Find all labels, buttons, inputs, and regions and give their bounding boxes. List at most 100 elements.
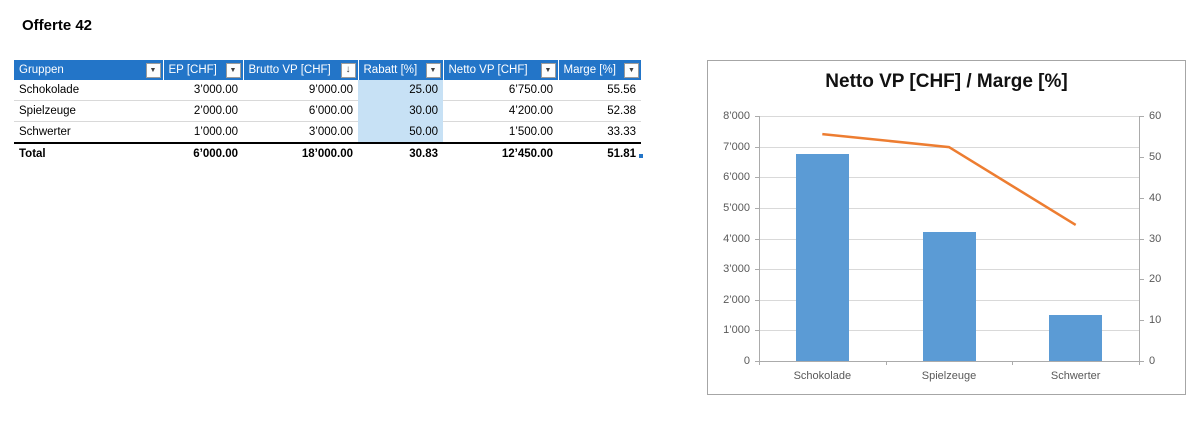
- column-header-label: Gruppen: [19, 64, 64, 76]
- right-axis-tick-label: 10: [1149, 314, 1162, 327]
- left-axis-tick-label: 1’000: [723, 324, 750, 337]
- table-row-schwerter: Schwerter 1’000.00 3’000.00 50.00 1’500.…: [14, 121, 641, 144]
- right-axis-tick: [1140, 156, 1144, 158]
- bar-spielzeuge: [922, 232, 976, 361]
- column-header-brutto-vp: Brutto VP [CHF] ↓: [243, 60, 359, 80]
- right-axis-line: [1139, 116, 1140, 361]
- filter-dropdown-icon: ▼: [229, 66, 237, 74]
- left-axis-tick-label: 5’000: [723, 201, 750, 214]
- filter-dropdown-icon: ▼: [429, 66, 437, 74]
- column-header-ep: EP [CHF] ▼: [163, 60, 244, 80]
- filter-dropdown-button[interactable]: ▼: [624, 62, 639, 78]
- filter-dropdown-icon: ▼: [544, 66, 552, 74]
- column-header-label: Marge [%]: [563, 64, 616, 76]
- left-axis-tick-label: 2’000: [723, 293, 750, 306]
- cell-gruppe[interactable]: Schwerter: [14, 121, 163, 144]
- cell-ep[interactable]: 1’000.00: [163, 121, 243, 144]
- right-axis-tick: [1140, 279, 1144, 281]
- left-axis-tick-label: 4’000: [723, 232, 750, 245]
- left-axis-tick: [755, 177, 759, 179]
- left-axis-tick: [755, 116, 759, 117]
- left-axis-tick: [755, 207, 759, 209]
- right-axis-tick-label: 50: [1149, 150, 1162, 163]
- table-total-row: Total 6’000.00 18’000.00 30.83 12’450.00…: [14, 142, 641, 164]
- right-axis-tick: [1140, 320, 1144, 322]
- cell-rabatt[interactable]: 30.00: [358, 100, 443, 122]
- table-row-spielzeuge: Spielzeuge 2’000.00 6’000.00 30.00 4’200…: [14, 100, 641, 122]
- right-axis-tick-label: 0: [1149, 355, 1156, 367]
- left-axis-tick: [755, 238, 759, 240]
- right-axis-tick-label: 60: [1149, 110, 1162, 122]
- left-axis-tick: [755, 269, 759, 271]
- column-header-label: EP [CHF]: [168, 64, 217, 76]
- page-title: Offerte 42: [22, 17, 93, 34]
- selection-fill-handle[interactable]: [639, 154, 643, 158]
- cell-marge[interactable]: 55.56: [558, 80, 641, 101]
- right-axis-tick-label: 30: [1149, 232, 1162, 245]
- filter-dropdown-button[interactable]: ▼: [145, 62, 161, 78]
- total-netto-vp[interactable]: 12’450.00: [443, 142, 558, 164]
- table-row-schokolade: Schokolade 3’000.00 9’000.00 25.00 6’750…: [14, 80, 641, 101]
- chart-gridline: [759, 146, 1139, 148]
- chart[interactable]: Netto VP [CHF] / Marge [%] 0 1’000 2’000 3’…: [707, 60, 1186, 395]
- left-axis-tick-label: 8’000: [723, 110, 750, 122]
- cell-ep[interactable]: 3’000.00: [163, 80, 243, 101]
- right-axis-tick-label: 20: [1149, 273, 1162, 286]
- x-axis-tick: [1012, 361, 1014, 365]
- left-axis-tick: [755, 299, 759, 301]
- left-axis-tick: [755, 330, 759, 332]
- chart-title: Netto VP [CHF] / Marge [%]: [825, 71, 1068, 92]
- x-axis-category-label: Schokolade: [793, 370, 852, 382]
- cell-netto-vp[interactable]: 6’750.00: [443, 80, 558, 101]
- left-axis-tick-label: 6’000: [723, 171, 750, 184]
- filter-dropdown-icon: ▼: [149, 66, 157, 74]
- cell-brutto-vp[interactable]: 3’000.00: [243, 121, 358, 144]
- left-axis-tick: [755, 146, 759, 148]
- left-axis-tick-label: 0: [743, 355, 750, 367]
- x-axis-category-label: Schwerter: [1050, 370, 1101, 382]
- right-axis-tick: [1140, 361, 1144, 362]
- total-brutto-vp[interactable]: 18’000.00: [243, 142, 358, 164]
- cell-gruppe[interactable]: Spielzeuge: [14, 100, 163, 122]
- offerte-table: Gruppen ▼ EP [CHF] ▼ Brutto VP [CHF] ↓ R…: [14, 60, 641, 164]
- total-label[interactable]: Total: [14, 142, 163, 164]
- cell-rabatt[interactable]: 50.00: [358, 121, 443, 144]
- column-header-rabatt: Rabatt [%] ▼: [358, 60, 444, 80]
- left-axis-line: [759, 116, 760, 361]
- left-axis-tick-label: 7’000: [723, 140, 750, 153]
- filter-dropdown-button[interactable]: ▼: [540, 62, 556, 78]
- cell-ep[interactable]: 2’000.00: [163, 100, 243, 122]
- cell-brutto-vp[interactable]: 6’000.00: [243, 100, 358, 122]
- total-ep[interactable]: 6’000.00: [163, 142, 243, 164]
- column-header-label: Netto VP [CHF]: [448, 64, 528, 76]
- table-header-row: Gruppen ▼ EP [CHF] ▼ Brutto VP [CHF] ↓ R…: [14, 60, 641, 80]
- filter-sorted-desc-button[interactable]: ↓: [340, 62, 356, 78]
- sort-descending-icon: ↓: [345, 64, 351, 75]
- total-marge[interactable]: 51.81: [558, 142, 641, 164]
- bar-schokolade: [795, 154, 849, 361]
- cell-marge[interactable]: 52.38: [558, 100, 641, 122]
- cell-netto-vp[interactable]: 4’200.00: [443, 100, 558, 122]
- right-axis-tick: [1140, 238, 1144, 240]
- cell-marge[interactable]: 33.33: [558, 121, 641, 144]
- left-axis-tick-label: 3’000: [723, 263, 750, 276]
- chart-gridline: [759, 116, 1139, 117]
- column-header-netto-vp: Netto VP [CHF] ▼: [443, 60, 559, 80]
- filter-dropdown-icon: ▼: [628, 66, 635, 74]
- x-axis-category-label: Spielzeuge: [921, 370, 977, 382]
- cell-netto-vp[interactable]: 1’500.00: [443, 121, 558, 144]
- filter-dropdown-button[interactable]: ▼: [225, 62, 241, 78]
- right-axis-tick-label: 40: [1149, 191, 1162, 204]
- column-header-label: Rabatt [%]: [363, 64, 418, 76]
- x-axis-tick: [1139, 361, 1140, 365]
- total-rabatt[interactable]: 30.83: [358, 142, 443, 164]
- column-header-marge: Marge [%] ▼: [558, 60, 641, 80]
- column-header-label: Brutto VP [CHF]: [248, 64, 331, 76]
- right-axis-tick: [1140, 116, 1144, 117]
- cell-brutto-vp[interactable]: 9’000.00: [243, 80, 358, 101]
- x-axis-tick: [759, 361, 760, 365]
- cell-gruppe[interactable]: Schokolade: [14, 80, 163, 101]
- cell-rabatt[interactable]: 25.00: [358, 80, 443, 101]
- right-axis-tick: [1140, 197, 1144, 199]
- filter-dropdown-button[interactable]: ▼: [425, 62, 441, 78]
